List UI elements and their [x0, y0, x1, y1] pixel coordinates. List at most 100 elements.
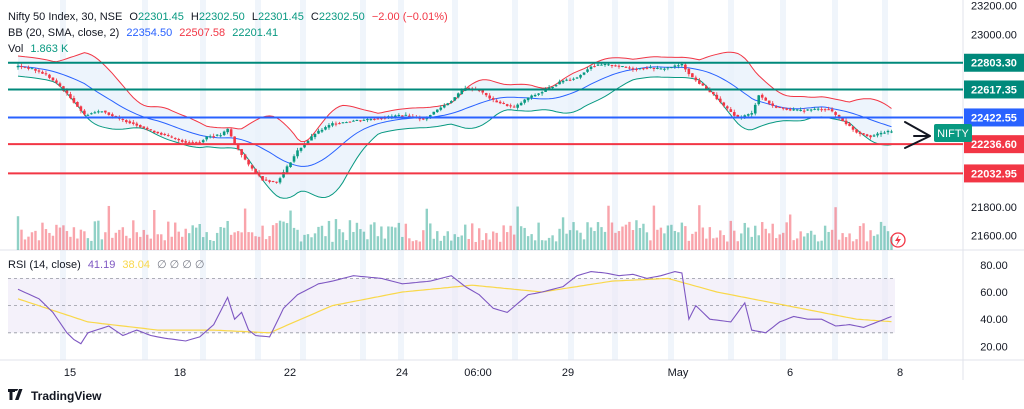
candle-body [97, 111, 100, 113]
volume-bar [551, 235, 554, 250]
volume-bar [761, 222, 764, 250]
candle-body [802, 110, 806, 112]
candle-body [484, 93, 488, 96]
volume-bar [593, 231, 596, 250]
candle-body [691, 73, 694, 78]
candle-body [212, 136, 215, 138]
volume-bar [886, 231, 890, 250]
time-axis-tick: 06:00 [464, 367, 492, 379]
candle-body [240, 149, 243, 155]
volume-bar [27, 236, 30, 250]
volume-bar [547, 237, 551, 250]
volume-bar [862, 223, 865, 250]
candle-body [198, 142, 201, 144]
volume-bar [848, 233, 851, 250]
symbol-label[interactable]: Nifty 50 Index, 30, NSE [8, 11, 123, 23]
candle-body [376, 118, 380, 120]
candle-body [282, 172, 285, 178]
volume-bar [254, 236, 257, 250]
volume-bar [48, 232, 51, 250]
candle-body [37, 70, 41, 72]
candle-body [250, 165, 254, 169]
volume-bar [93, 221, 97, 250]
candle-body [320, 129, 324, 132]
volume-bar [181, 236, 184, 250]
candle-body [352, 120, 355, 122]
volume-bar [844, 237, 848, 250]
candle-body [509, 105, 512, 107]
vol-label[interactable]: Vol [8, 43, 24, 55]
candle-body [397, 115, 401, 117]
volume-bar [226, 220, 229, 250]
candle-body [215, 134, 219, 136]
candle-body [324, 127, 327, 130]
candle-body [732, 112, 736, 116]
volume-bar [764, 228, 767, 250]
candle-body [86, 114, 90, 116]
candle-body [593, 66, 596, 68]
candle-body [278, 178, 282, 183]
volume-bar [869, 230, 872, 250]
candle-body [104, 110, 107, 113]
candle-body [820, 109, 823, 111]
alert-icon-bolt [895, 235, 901, 246]
volume-bar [34, 230, 37, 250]
candle-body [516, 104, 519, 108]
volume-bar [324, 236, 327, 250]
candle-body [184, 141, 188, 143]
candle-body [173, 137, 177, 139]
bb-label[interactable]: BB (20, SMA, close, 2) [8, 27, 120, 39]
candle-body [331, 123, 334, 126]
candle-body [610, 65, 614, 67]
volume-bar [530, 234, 533, 250]
volume-bar [768, 233, 771, 250]
volume-bar [491, 231, 495, 250]
tradingview-logo[interactable]: TradingView [8, 387, 101, 403]
candle-body [23, 66, 27, 68]
volume-bar [362, 231, 366, 250]
candle-body [222, 131, 226, 136]
bb-lower-line [17, 75, 892, 199]
candle-body [617, 65, 621, 67]
volume-bar [44, 229, 48, 250]
candle-body [467, 87, 471, 89]
rsi-label[interactable]: RSI (14, close) [8, 259, 81, 271]
candle-body [694, 77, 698, 81]
candle-body [187, 142, 191, 144]
candle-body [495, 100, 498, 103]
volume-bar [352, 231, 355, 250]
session-band [832, 0, 838, 360]
candle-body [837, 114, 841, 118]
candle-body [20, 66, 23, 68]
volume-bar [387, 226, 390, 250]
session-band [612, 0, 618, 360]
level-price-box [964, 164, 1024, 183]
candle-body [687, 68, 691, 75]
candle-body [502, 102, 505, 104]
volume-bar [656, 229, 659, 250]
volume-bar [806, 233, 809, 250]
volume-bar [306, 234, 310, 250]
candle-body [680, 63, 684, 66]
session-band [360, 0, 366, 360]
candle-body [767, 100, 771, 104]
volume-bar [132, 220, 135, 250]
candle-body [788, 109, 792, 111]
volume-bar [366, 239, 369, 250]
candle-body [48, 74, 51, 78]
session-band [452, 0, 458, 360]
volume-bar [69, 236, 72, 250]
candle-body [512, 106, 516, 108]
candle-body [205, 136, 208, 140]
volume-bar [785, 222, 788, 250]
candle-body [373, 118, 376, 120]
volume-bar [264, 239, 268, 250]
volume-bar [663, 233, 666, 250]
volume-bar [257, 236, 261, 250]
volume-bar [240, 232, 243, 250]
candle-body [156, 131, 160, 134]
volume-bar [125, 235, 128, 250]
volume-bar [659, 227, 663, 250]
candle-body [404, 114, 408, 116]
